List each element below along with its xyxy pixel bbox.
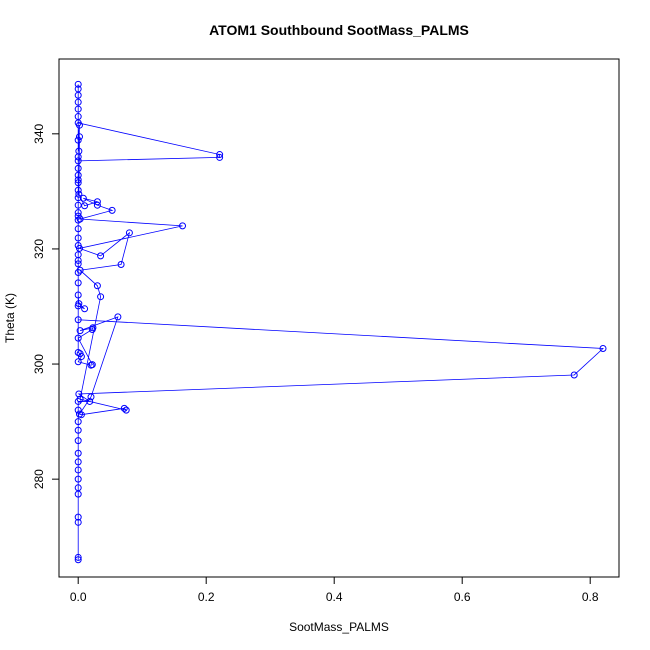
data-point [74,466,82,474]
data-point [97,252,105,260]
y-tick-label: 280 [32,469,46,489]
data-point [74,475,82,483]
data-point [122,406,130,414]
data-point [74,157,82,165]
data-point [74,334,82,342]
data-point [179,222,187,230]
y-tick-label: 300 [32,354,46,374]
x-tick-label: 0.2 [198,590,215,604]
data-point [74,426,82,434]
data-point [75,300,83,308]
data-point [74,105,82,113]
data-point [74,80,82,88]
data-point [74,458,82,466]
data-point [74,212,82,220]
data-point [74,556,82,564]
data-point [74,186,82,194]
data-point [74,164,82,172]
data-point [74,269,82,277]
data-point [74,98,82,106]
data-point [74,225,82,233]
data-point [74,171,82,179]
data-point [75,190,83,198]
data-point [117,260,125,268]
data-point [74,260,82,268]
data-point [74,179,82,187]
data-point [89,324,97,332]
data-point [570,371,578,379]
data-point [86,397,94,405]
data-point [74,194,82,202]
data-point [599,345,607,352]
data-point [74,418,82,426]
data-point [114,313,122,321]
y-axis: 280 300 320 340 [32,123,60,489]
data-point [74,136,82,144]
x-tick-label: 0.0 [70,590,87,604]
x-tick-label: 0.4 [326,590,343,604]
plot-frame [58,58,620,578]
data-point [74,513,82,521]
data-point [74,484,82,492]
y-axis-label: Theta (K) [3,293,17,343]
data-point [76,327,84,335]
x-axis-label: SootMass_PALMS [289,620,389,634]
data-point [76,266,84,274]
data-point [87,393,95,401]
y-tick-label: 320 [32,239,46,259]
data-point [75,390,83,398]
data-point [74,291,82,299]
data-series [74,80,607,564]
series-line [77,84,604,560]
data-point [97,293,105,301]
data-point [125,229,133,237]
y-tick-label: 340 [32,123,46,143]
data-point [74,234,82,242]
data-point [74,256,82,264]
data-point [88,361,96,369]
data-point [216,151,224,159]
data-point [74,85,82,93]
data-point [74,406,82,414]
chart-title: ATOM1 Southbound SootMass_PALMS [209,22,469,38]
data-point [93,198,101,206]
data-point [93,282,101,290]
data-point [77,353,85,361]
data-point [74,397,82,405]
data-point [74,153,82,161]
data-point [108,206,116,214]
data-point [120,404,128,412]
data-point [76,395,84,403]
data-point [75,133,83,141]
data-point [75,244,83,252]
x-axis: 0.0 0.2 0.4 0.6 0.8 [70,576,599,604]
x-tick-label: 0.6 [454,590,471,604]
data-point [74,113,82,121]
data-point [79,194,87,202]
data-point [75,121,83,129]
data-point [74,176,82,184]
data-point [81,202,89,210]
data-point [74,209,82,217]
data-point [74,518,82,526]
x-tick-label: 0.8 [582,590,599,604]
data-point [74,437,82,445]
data-point [74,553,82,561]
data-point [74,316,82,324]
data-point [74,358,82,366]
data-point [74,279,82,287]
data-point [216,153,224,161]
data-point [93,201,101,209]
data-point [81,305,89,313]
data-point [74,449,82,457]
data-point [77,411,85,419]
